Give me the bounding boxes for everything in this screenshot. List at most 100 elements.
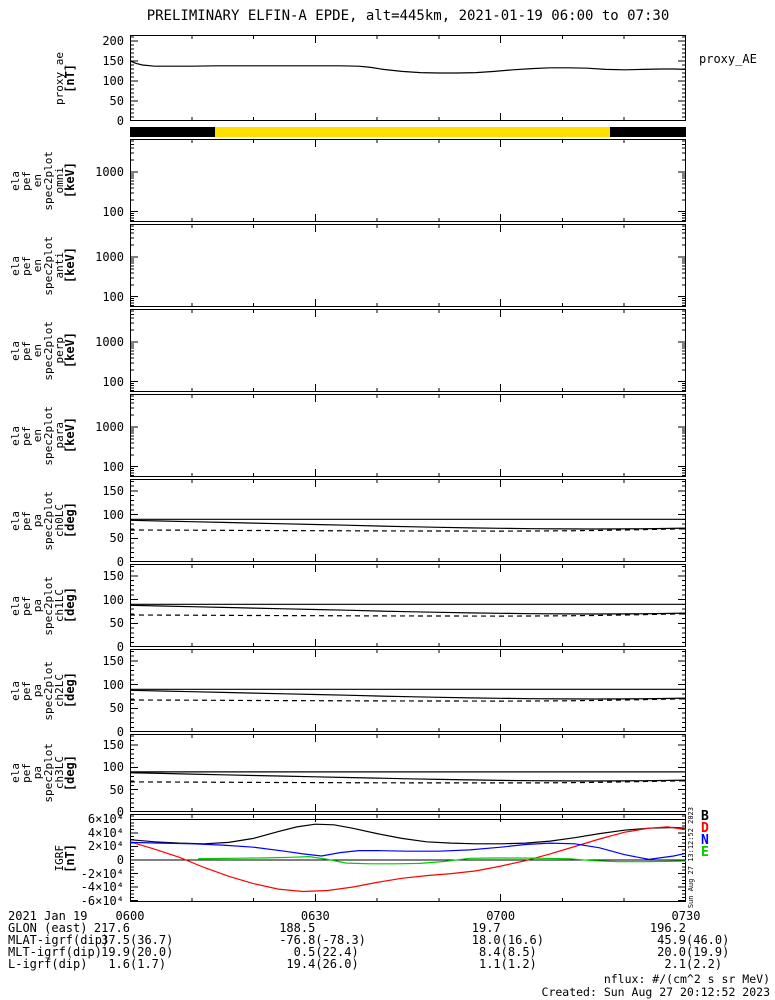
y-tick-label: 0 — [116, 853, 124, 868]
orbit-bar-segment — [610, 127, 686, 137]
time-tick-label: 0730 — [671, 909, 701, 923]
y-tick-label: 50 — [109, 531, 124, 546]
y-tick-label: -6×10⁴ — [80, 893, 124, 908]
bottom-row-label: MLT-igrf(dip) — [8, 945, 102, 959]
y-tick-label: 100 — [102, 74, 124, 88]
panel-left-label-spec-omni: ela pef en spec2plot omni [keV] — [9, 139, 77, 222]
y-tick-label: 100 — [102, 289, 124, 304]
panel-pa-ch3lc — [130, 734, 686, 812]
value-paren: (2.2) — [686, 957, 723, 971]
value-main: 45.9 — [657, 933, 686, 947]
panel-spec-perp — [130, 309, 686, 392]
panel-label-word: [deg] — [63, 672, 77, 709]
y-tick-label: 100 — [102, 459, 124, 474]
y-tick-label: 2×10⁴ — [87, 839, 124, 854]
y-tick-label: 0 — [116, 114, 124, 128]
y-tick-label: 50 — [109, 94, 124, 108]
orbit-bar-segment — [214, 127, 610, 137]
panel-left-label-pa-ch2lc: ela pef pa spec2plot ch2LC [deg] — [9, 649, 77, 732]
value-paren: (20.0) — [130, 945, 174, 959]
panel-pa-ch0lc — [130, 479, 686, 562]
value-main: 188.5 — [279, 921, 316, 935]
panel-spec-anti — [130, 224, 686, 307]
y-tick-label: 50 — [109, 616, 124, 631]
series-anti-loss-cone — [130, 780, 686, 784]
panel-left-label-igrf: IGRF [nT] — [10, 814, 77, 902]
panel-left-label-spec-anti: ela pef en spec2plot anti [keV] — [9, 224, 77, 307]
value-paren: (1.7) — [130, 957, 167, 971]
side-timestamp: Sun Aug 27 13:12:52 2023 — [687, 807, 695, 909]
bottom-row-label: MLAT-igrf(dip) — [8, 933, 110, 947]
y-tick-label: 150 — [102, 568, 124, 583]
y-tick-label: 0 — [116, 640, 124, 654]
value-paren: (8.5) — [500, 945, 537, 959]
y-tick-label: 1000 — [95, 420, 124, 435]
panel-igrf — [130, 814, 686, 902]
value-paren: (19.9) — [686, 945, 730, 959]
panel-left-label-pa-ch3lc: ela pef pa spec2plot ch3LC [deg] — [9, 734, 77, 812]
value-main: 19.9 — [101, 945, 130, 959]
series-anti-loss-cone — [130, 613, 686, 617]
panel-left-label-spec-perp: ela pef en spec2plot perp [keV] — [9, 309, 77, 392]
y-tick-label: 1000 — [95, 250, 124, 265]
panel-spec-para — [130, 394, 686, 477]
series-proxy_AE — [130, 60, 686, 74]
y-tick-label: 100 — [102, 760, 124, 775]
panel-label-word: [nT] — [63, 843, 77, 873]
panel-left-label-pa-ch1lc: ela pef pa spec2plot ch1LC [deg] — [9, 564, 77, 647]
series-loss-cone — [130, 772, 686, 782]
value-paren: (36.7) — [130, 933, 174, 947]
panel-label-word: [deg] — [63, 587, 77, 624]
panel-label-word: [nT] — [63, 63, 77, 93]
page-title: PRELIMINARY ELFIN-A EPDE, alt=445km, 202… — [146, 8, 670, 24]
value-paren: (-78.3) — [315, 933, 366, 947]
y-tick-label: 6×10⁴ — [87, 812, 124, 827]
series-anti-loss-cone — [130, 698, 686, 702]
igrf-legend-e: E — [701, 845, 709, 860]
series-loss-cone — [130, 604, 686, 615]
y-tick-label: 0 — [116, 805, 124, 819]
value-main: 18.0 — [471, 933, 501, 947]
y-tick-label: 150 — [102, 653, 124, 668]
series-loss-cone — [130, 519, 686, 530]
series-N — [130, 841, 686, 861]
y-tick-label: 100 — [102, 507, 124, 522]
panel-label-word: [keV] — [63, 332, 77, 369]
orbit-bar-segment — [130, 127, 215, 137]
value-main: 1.1 — [478, 957, 501, 971]
value-main: 20.0 — [657, 945, 686, 959]
panel-label-word: [keV] — [63, 417, 77, 454]
panel-label-word: [keV] — [63, 247, 77, 284]
y-tick-label: 150 — [102, 54, 124, 68]
value-main: 8.4 — [478, 945, 501, 959]
panel-spec-omni — [130, 139, 686, 222]
panel-label-word: [deg] — [63, 754, 77, 792]
time-tick-label: 0700 — [486, 909, 516, 923]
igrf-legend-d: D — [701, 821, 709, 836]
footer-created: Created: Sun Aug 27 20:12:52 2023 — [541, 985, 770, 999]
panel-label-word: [keV] — [63, 162, 77, 199]
igrf-legend-n: N — [701, 833, 709, 848]
panel-proxy-ae — [130, 35, 686, 121]
igrf-legend-b: B — [701, 809, 709, 824]
value-main: 19.7 — [471, 921, 501, 935]
value-main: 1.6 — [108, 957, 130, 971]
proxy-ae-right-label: proxy_AE — [699, 52, 757, 66]
series-loss-cone — [130, 689, 686, 700]
y-tick-label: 100 — [102, 677, 124, 692]
time-tick-label: 0600 — [115, 909, 145, 923]
value-paren: (22.4) — [315, 945, 359, 959]
value-main: 2.1 — [664, 957, 686, 971]
time-tick-label: 0630 — [300, 909, 330, 923]
value-paren: (26.0) — [315, 957, 359, 971]
value-main: 0.5 — [293, 945, 316, 959]
panel-left-label-pa-ch0lc: ela pef pa spec2plot ch0LC [deg] — [9, 479, 77, 562]
y-tick-label: 1000 — [95, 335, 124, 350]
value-paren: (1.2) — [500, 957, 537, 971]
series-anti-loss-cone — [130, 528, 686, 532]
y-tick-label: -4×10⁴ — [80, 880, 124, 895]
y-tick-label: -2×10⁴ — [80, 866, 124, 881]
series-D — [130, 826, 686, 893]
footer-nflux-units: nflux: #/(cm^2 s sr MeV) — [603, 972, 770, 986]
